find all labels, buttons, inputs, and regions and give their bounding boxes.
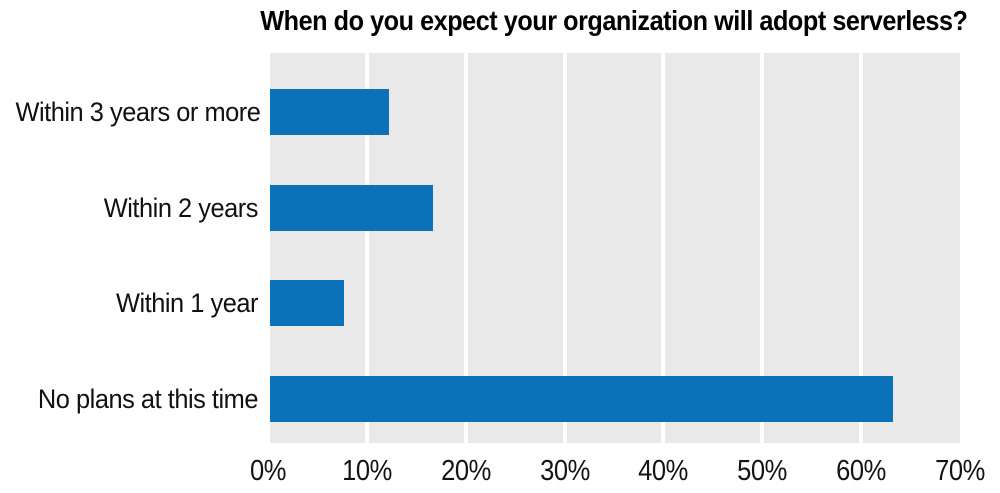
x-tick-label: 40% <box>638 455 689 487</box>
bar <box>270 280 345 326</box>
chart-title: When do you expect your organization wil… <box>260 1 968 41</box>
gridline-10% <box>364 53 369 443</box>
gridline-40% <box>661 53 666 443</box>
x-tick-label: 30% <box>539 455 590 487</box>
bar <box>270 89 389 135</box>
category-label: Within 1 year <box>116 288 258 318</box>
bar <box>270 184 434 231</box>
gridline-30% <box>562 53 567 443</box>
x-tick-label: 60% <box>836 455 887 487</box>
plot-area <box>268 53 960 443</box>
x-tick-label: 20% <box>440 455 491 487</box>
category-label: No plans at this time <box>37 383 259 414</box>
gridline-60% <box>859 53 864 443</box>
gridline-50% <box>760 53 765 443</box>
gridline-20% <box>463 53 468 443</box>
category-label: Within 2 years <box>103 192 259 223</box>
gridline-0% <box>268 53 270 443</box>
x-axis: 0% 10% 20% 30% 40% 50% 60% 70% <box>250 452 985 490</box>
x-tick-label: 70% <box>935 455 985 487</box>
x-tick-label: 0% <box>249 455 287 487</box>
x-tick-label: 10% <box>341 455 392 487</box>
chart-title-text: When do you expect your organization wil… <box>260 5 968 36</box>
category-label: Within 3 years or more <box>15 97 261 127</box>
x-tick-label: 50% <box>737 455 788 487</box>
bar <box>270 375 893 422</box>
